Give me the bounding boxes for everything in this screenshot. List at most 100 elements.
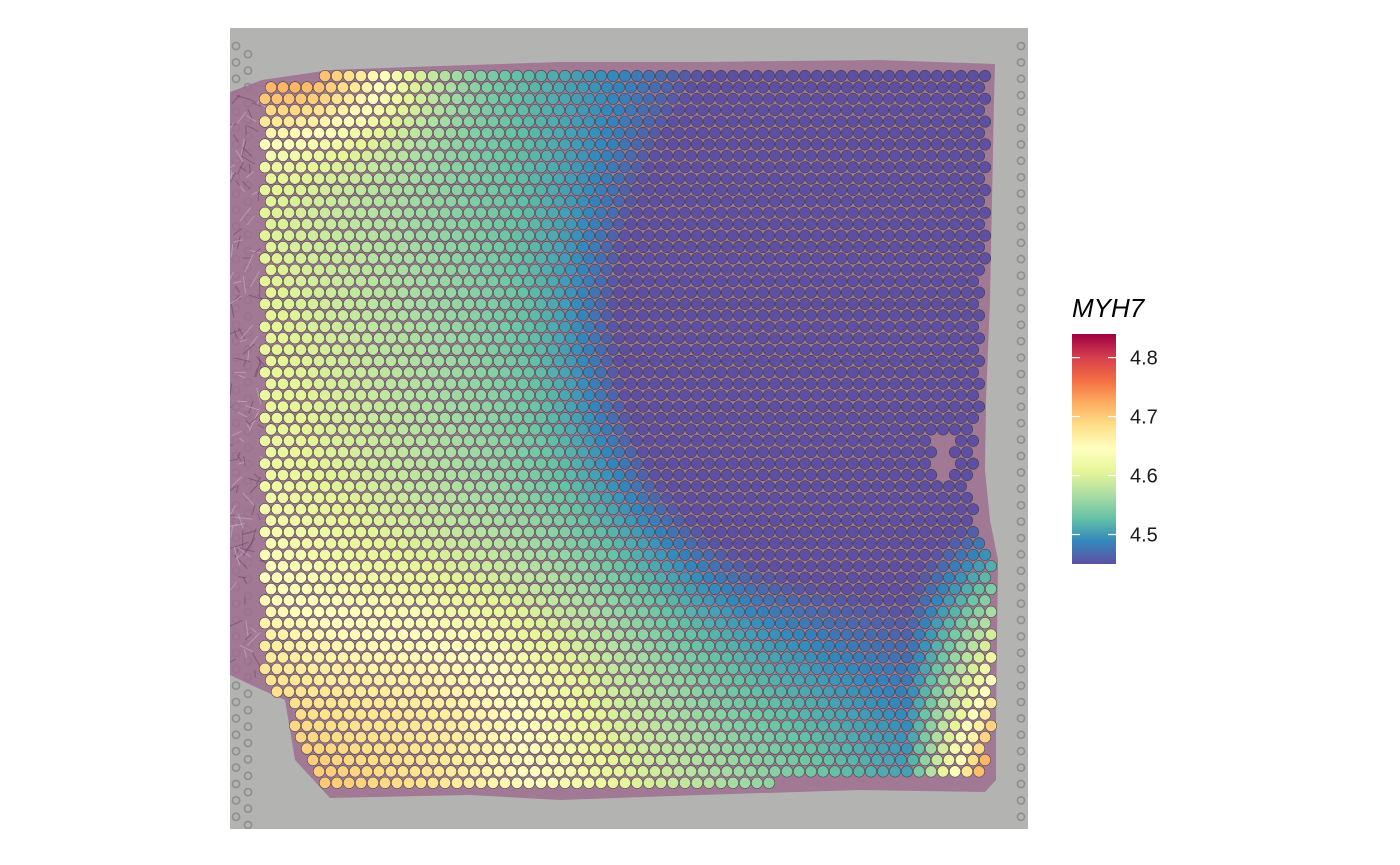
expression-spot: [661, 263, 673, 276]
expression-spot: [535, 138, 547, 151]
expression-spot: [583, 480, 595, 493]
expression-spot: [379, 662, 391, 675]
expression-spot: [895, 320, 907, 333]
expression-spot: [259, 343, 271, 356]
expression-spot: [757, 355, 769, 367]
expression-spot: [541, 400, 553, 413]
expression-spot: [301, 491, 313, 504]
expression-spot: [541, 127, 553, 139]
expression-spot: [727, 161, 739, 174]
expression-spot: [937, 218, 949, 231]
expression-spot: [301, 332, 313, 345]
expression-spot: [361, 263, 373, 276]
expression-spot: [415, 206, 427, 219]
expression-spot: [517, 286, 529, 299]
expression-spot: [937, 149, 949, 162]
expression-spot: [823, 526, 835, 538]
expression-spot: [979, 138, 991, 151]
expression-spot: [853, 469, 865, 481]
expression-spot: [523, 457, 535, 470]
expression-spot: [481, 104, 493, 117]
expression-spot: [595, 776, 607, 789]
expression-spot: [949, 218, 961, 231]
expression-spot: [631, 526, 643, 538]
expression-spot: [325, 697, 337, 709]
expression-spot: [931, 252, 943, 265]
expression-spot: [967, 115, 979, 128]
expression-spot: [877, 719, 889, 732]
expression-spot: [379, 480, 391, 493]
expression-spot: [925, 514, 937, 527]
expression-spot: [889, 651, 901, 664]
expression-spot: [613, 514, 625, 527]
expression-spot: [535, 731, 547, 744]
expression-spot: [475, 70, 487, 82]
expression-spot: [661, 651, 673, 664]
expression-spot: [937, 263, 949, 276]
expression-spot: [529, 423, 541, 436]
expression-spot: [967, 161, 979, 174]
expression-spot: [565, 377, 577, 390]
expression-spot: [541, 263, 553, 276]
expression-spot: [415, 138, 427, 151]
expression-spot: [901, 469, 913, 481]
expression-spot: [697, 218, 709, 231]
tissue-fiber: [242, 542, 253, 557]
expression-spot: [889, 560, 901, 573]
expression-spot: [727, 184, 739, 196]
expression-spot: [745, 400, 757, 413]
expression-spot: [715, 731, 727, 744]
expression-spot: [541, 81, 553, 94]
expression-spot: [835, 480, 847, 493]
expression-spot: [775, 206, 787, 219]
expression-spot: [559, 708, 571, 721]
expression-spot: [763, 526, 775, 538]
expression-spot: [985, 651, 997, 664]
expression-spot: [613, 719, 625, 732]
expression-spot: [391, 617, 403, 630]
expression-spot: [721, 172, 733, 185]
expression-spot: [841, 651, 853, 664]
expression-spot: [493, 469, 505, 481]
expression-spot: [349, 719, 361, 732]
expression-spot: [913, 514, 925, 527]
expression-spot: [799, 434, 811, 447]
expression-spot: [919, 115, 931, 128]
expression-spot: [901, 263, 913, 276]
expression-spot: [925, 491, 937, 504]
expression-spot: [859, 229, 871, 242]
expression-spot: [853, 400, 865, 413]
expression-spot: [553, 742, 565, 755]
expression-spot: [871, 184, 883, 196]
expression-spot: [643, 640, 655, 652]
expression-spot: [307, 526, 319, 538]
expression-spot: [535, 526, 547, 538]
expression-spot: [475, 229, 487, 242]
expression-spot: [721, 742, 733, 755]
expression-spot: [349, 149, 361, 162]
expression-spot: [571, 412, 583, 424]
expression-spot: [769, 241, 781, 253]
expression-spot: [877, 104, 889, 117]
expression-spot: [259, 252, 271, 265]
expression-spot: [889, 674, 901, 687]
expression-spot: [577, 674, 589, 687]
expression-spot: [739, 161, 751, 174]
expression-spot: [493, 377, 505, 390]
expression-spot: [715, 662, 727, 675]
expression-spot: [955, 731, 967, 744]
expression-spot: [715, 434, 727, 447]
expression-spot: [583, 184, 595, 196]
expression-spot: [265, 195, 277, 208]
expression-spot: [535, 115, 547, 128]
expression-spot: [379, 252, 391, 265]
expression-spot: [829, 377, 841, 390]
expression-spot: [457, 514, 469, 527]
expression-spot: [499, 685, 511, 698]
expression-spot: [835, 640, 847, 652]
expression-spot: [769, 104, 781, 117]
expression-spot: [763, 503, 775, 516]
expression-spot: [517, 583, 529, 595]
expression-spot: [277, 218, 289, 231]
expression-spot: [829, 81, 841, 94]
